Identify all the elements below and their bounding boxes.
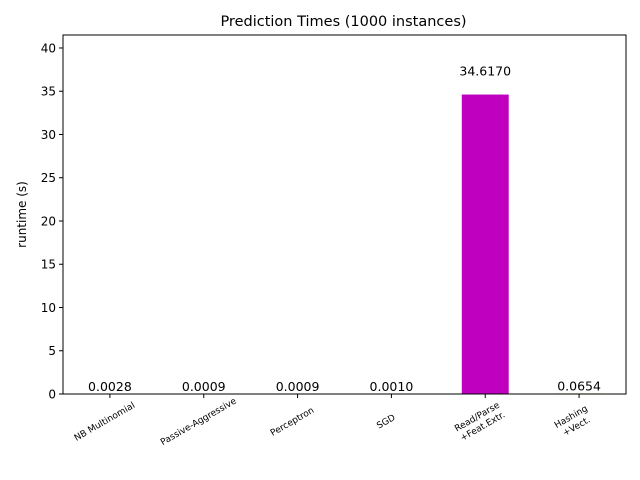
x-tick-label: Hashing+Vect. — [553, 404, 595, 440]
data-label: 0.0654 — [557, 378, 601, 393]
y-tick-label: 5 — [48, 344, 56, 358]
x-tick-label: Passive-Aggressive — [159, 396, 239, 448]
x-tick-label: Read/Parse+Feat.Extr. — [453, 400, 507, 443]
y-tick-label: 0 — [48, 387, 56, 401]
y-tick-label: 30 — [41, 128, 56, 142]
x-tick-label: SGD — [375, 413, 397, 432]
y-tick-label: 10 — [41, 301, 56, 315]
data-label: 34.6170 — [459, 64, 511, 79]
y-axis-label: runtime (s) — [15, 181, 29, 248]
y-tick-label: 15 — [41, 258, 56, 272]
y-tick-label: 40 — [41, 41, 56, 55]
data-label: 0.0009 — [182, 379, 226, 394]
data-label: 0.0010 — [370, 379, 414, 394]
y-axis: 0 5 10 15 20 25 30 35 40 — [41, 41, 63, 401]
x-tick-label: Perceptron — [269, 406, 316, 439]
y-tick-label: 35 — [41, 85, 56, 99]
y-tick-label: 20 — [41, 214, 56, 228]
x-axis: NB Multinomial Passive-Aggressive Perceptr… — [73, 394, 595, 448]
data-labels-group: 0.0028 0.0009 0.0009 0.0010 34.6170 0.0654 — [88, 64, 601, 394]
bars-group — [86, 94, 603, 394]
y-tick-label: 25 — [41, 171, 56, 185]
data-label: 0.0028 — [88, 379, 132, 394]
data-label: 0.0009 — [276, 379, 320, 394]
chart-title: Prediction Times (1000 instances) — [220, 14, 466, 30]
bar — [461, 94, 509, 394]
plot-area-frame — [62, 34, 627, 395]
x-tick-label: NB Multinomial — [73, 401, 137, 444]
